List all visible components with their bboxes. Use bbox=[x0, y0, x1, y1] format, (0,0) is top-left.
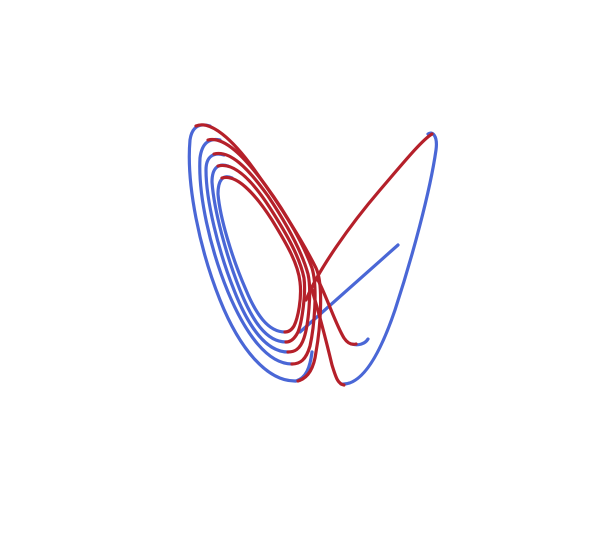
blue-right-wing bbox=[339, 131, 438, 386]
red-left-loop-5 bbox=[220, 175, 303, 334]
blue-left-loop-4 bbox=[210, 163, 288, 344]
blue-start-segment bbox=[298, 243, 400, 334]
blue-left-loop-3 bbox=[204, 152, 290, 354]
red-left-loop-3 bbox=[212, 151, 312, 354]
blue-left-loop-1 bbox=[187, 123, 298, 383]
red-right-tail bbox=[316, 278, 358, 346]
red-left-loop-1 bbox=[194, 123, 323, 383]
red-right-bottom bbox=[310, 288, 346, 387]
red-crossing bbox=[304, 132, 434, 302]
red-left-loop-4 bbox=[216, 163, 307, 344]
blue-trajectory bbox=[187, 123, 438, 386]
red-left-loop-2 bbox=[206, 137, 317, 366]
blue-left-loop-2 bbox=[198, 137, 294, 366]
blue-left-loop-5 bbox=[216, 175, 287, 334]
red-trajectory bbox=[194, 123, 434, 387]
